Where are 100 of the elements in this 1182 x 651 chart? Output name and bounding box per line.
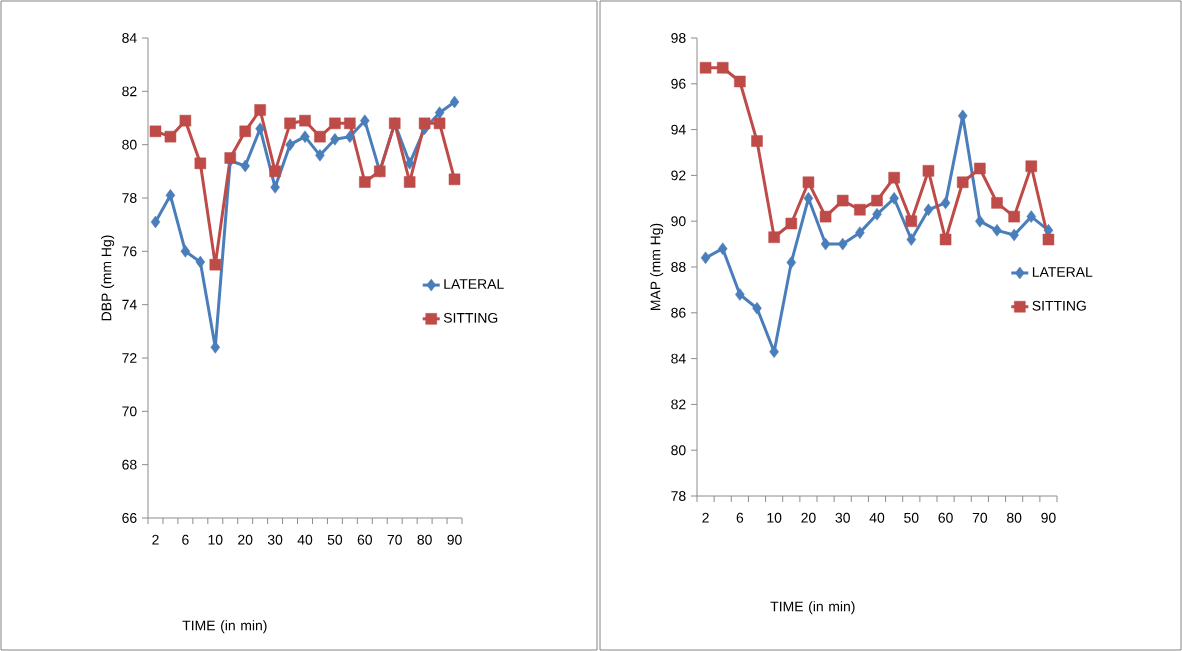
x-tick-label: 50 (904, 512, 919, 523)
point (179, 114, 192, 127)
point (299, 114, 311, 127)
point (240, 159, 250, 173)
y-axis-title: MAP (mm Hg) (650, 223, 664, 311)
point (165, 189, 176, 202)
point (786, 256, 797, 269)
y-tick-label: 66 (122, 513, 137, 523)
point (1025, 160, 1038, 172)
point (1009, 228, 1019, 242)
legend-label: SITTING (443, 312, 498, 323)
x-tick-label: 6 (736, 512, 744, 523)
y-tick-label: 80 (671, 445, 686, 456)
x-tick-label: 90 (1041, 512, 1056, 523)
x-tick-label: 10 (767, 512, 782, 523)
point (404, 157, 415, 170)
point (1026, 210, 1037, 223)
y-tick-label: 86 (671, 307, 686, 318)
point (956, 176, 969, 189)
point (888, 171, 900, 184)
x-axis-title: TIME (in min) (182, 620, 267, 634)
point (820, 237, 831, 251)
point (752, 301, 762, 315)
x-tick-label: 40 (869, 512, 885, 523)
x-tick-label: 20 (238, 534, 253, 545)
y-tick-label: 68 (122, 459, 137, 470)
point (344, 117, 356, 130)
point (359, 176, 371, 188)
y-tick-label: 76 (122, 246, 137, 257)
point (449, 95, 460, 109)
x-tick-label: 70 (972, 512, 988, 523)
x-tick-label: 6 (182, 534, 189, 545)
x-tick-label: 30 (835, 512, 850, 523)
point (150, 215, 161, 229)
point (314, 130, 326, 143)
point (300, 130, 310, 143)
point (854, 204, 866, 216)
x-tick-label: 30 (267, 534, 283, 545)
point (768, 231, 780, 243)
point (360, 114, 370, 127)
point (418, 117, 431, 130)
y-tick-label: 84 (671, 353, 686, 364)
point (239, 125, 251, 138)
y-tick-label: 80 (122, 139, 137, 150)
point (940, 196, 951, 210)
point (699, 62, 712, 74)
x-tick-label: 2 (702, 512, 709, 523)
point (700, 251, 711, 265)
point (889, 192, 899, 205)
point (195, 255, 206, 269)
point (855, 226, 865, 239)
x-tick-label: 10 (208, 534, 223, 545)
point (209, 258, 222, 271)
point (803, 192, 814, 205)
point (769, 345, 779, 358)
point (180, 245, 191, 258)
point (270, 181, 280, 194)
legend-label: LATERAL (1032, 267, 1093, 277)
point (939, 233, 952, 246)
point (433, 117, 446, 130)
point (1042, 233, 1055, 246)
point (149, 125, 162, 138)
point (836, 194, 849, 207)
point (285, 138, 295, 151)
y-tick-label: 74 (122, 299, 137, 310)
point (837, 237, 848, 251)
x-tick-label: 80 (1007, 512, 1022, 523)
point (871, 194, 883, 207)
point (329, 117, 341, 130)
point (434, 106, 445, 119)
x-tick-label: 40 (297, 534, 313, 545)
point (751, 135, 763, 147)
x-tick-label: 60 (357, 534, 373, 545)
point (269, 165, 281, 178)
point (906, 233, 917, 246)
x-tick-label: 80 (417, 534, 432, 545)
legend-label: LATERAL (444, 279, 504, 289)
point (734, 75, 746, 88)
y-tick-label: 98 (671, 33, 686, 43)
x-axis-title: TIME (in min) (770, 601, 855, 615)
point (923, 203, 934, 216)
point (992, 224, 1002, 237)
point (802, 176, 815, 189)
point (284, 117, 296, 130)
x-tick-label: 2 (152, 534, 159, 545)
point (922, 165, 935, 177)
point (974, 162, 986, 175)
y-tick-label: 82 (671, 399, 686, 410)
point (735, 288, 745, 301)
y-tick-label: 70 (122, 406, 137, 417)
legend-label: SITTING (1032, 300, 1086, 311)
point (717, 242, 728, 255)
x-tick-label: 90 (447, 534, 462, 545)
point (330, 133, 340, 146)
y-tick-label: 78 (671, 491, 686, 501)
point (315, 149, 325, 162)
y-tick-label: 78 (122, 193, 137, 203)
point (164, 130, 177, 143)
point (403, 176, 416, 188)
y-tick-label: 90 (671, 216, 686, 227)
